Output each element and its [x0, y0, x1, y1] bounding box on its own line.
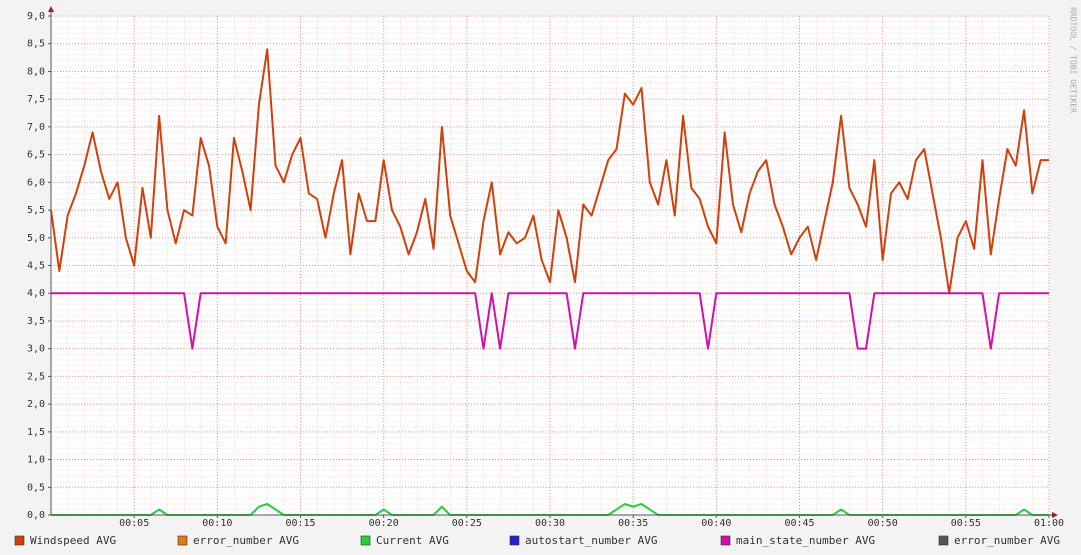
- legend-swatch: [360, 535, 371, 546]
- legend-label: main_state_number AVG: [736, 534, 875, 547]
- y-tick-label: 2,0: [27, 399, 45, 410]
- watermark: RRDTOOL / TOBI OETIKER: [1069, 7, 1078, 113]
- y-tick-label: 3,5: [27, 316, 45, 327]
- y-tick-label: 4,0: [27, 288, 45, 299]
- legend-swatch: [14, 535, 25, 546]
- x-tick-label: 00:20: [369, 518, 399, 529]
- y-tick-label: 5,5: [27, 205, 45, 216]
- x-tick-label: 00:05: [119, 518, 149, 529]
- y-tick-label: 3,0: [27, 344, 45, 355]
- legend-swatch: [720, 535, 731, 546]
- series-line: [50, 48, 1049, 295]
- y-tick-label: 1,0: [27, 455, 45, 466]
- x-tick-label: 00:15: [285, 518, 315, 529]
- y-tick-label: 6,0: [27, 177, 45, 188]
- legend-label: error_number AVG: [954, 534, 1060, 547]
- y-tick-label: 8,5: [27, 39, 45, 50]
- y-tick-label: 0,5: [27, 482, 45, 493]
- x-tick-label: 00:45: [784, 518, 814, 529]
- x-tick-label: 00:55: [951, 518, 981, 529]
- y-tick-label: 0,0: [27, 510, 45, 521]
- y-arrow: [48, 6, 54, 12]
- x-tick-label: 00:30: [535, 518, 565, 529]
- x-tick-label: 01:00: [1034, 518, 1064, 529]
- legend-label: error_number AVG: [193, 534, 299, 547]
- legend-label: autostart_number AVG: [525, 534, 657, 547]
- y-tick-label: 1,5: [27, 427, 45, 438]
- legend-swatch: [177, 535, 188, 546]
- y-tick-label: 4,5: [27, 261, 45, 272]
- legend: Windspeed AVG error_number AVG Current AVG…: [14, 534, 1060, 547]
- x-arrow: [1052, 512, 1058, 518]
- series-line: [51, 292, 1049, 350]
- y-tick-label: 7,5: [27, 94, 45, 105]
- y-tick-label: 9,0: [27, 11, 45, 22]
- legend-label: Current AVG: [376, 534, 449, 547]
- legend-label: Windspeed AVG: [30, 534, 116, 547]
- y-tick-label: 6,5: [27, 150, 45, 161]
- x-tick-label: 00:10: [202, 518, 232, 529]
- grid: 0,0 0,5 1,0 1,5 2,0 2,5 3,0 3,5 4,0 4,5 5,0 5,5 6,0 6…: [27, 11, 1064, 529]
- x-tick-label: 00:25: [452, 518, 482, 529]
- x-tick-label: 00:50: [868, 518, 898, 529]
- y-tick-label: 5,0: [27, 233, 45, 244]
- y-tick-label: 8,0: [27, 66, 45, 77]
- y-tick-label: 7,0: [27, 122, 45, 133]
- x-tick-label: 00:40: [701, 518, 731, 529]
- x-tick-label: 00:35: [618, 518, 648, 529]
- legend-swatch: [509, 535, 520, 546]
- legend-swatch: [938, 535, 949, 546]
- y-tick-label: 2,5: [27, 371, 45, 382]
